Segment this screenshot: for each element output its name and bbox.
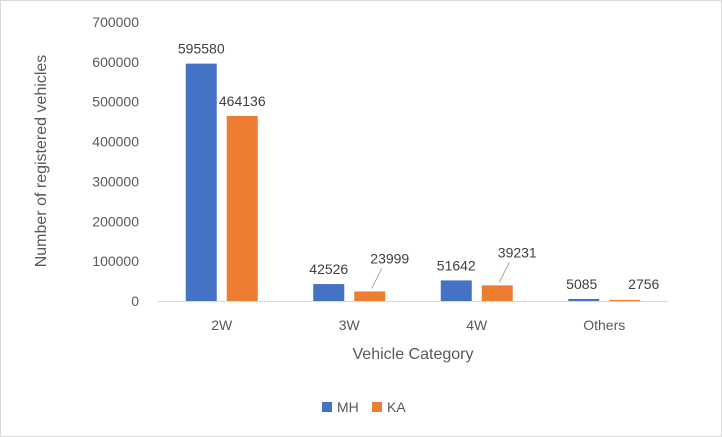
y-tick-label: 300000 — [92, 173, 139, 189]
leader-line — [371, 268, 383, 289]
x-tick-label: Others — [583, 317, 625, 333]
x-tick-label: 4W — [466, 317, 488, 333]
bar-mh-3w — [313, 284, 345, 301]
y-tick-label: 700000 — [92, 14, 139, 30]
y-tick-label: 500000 — [92, 94, 139, 110]
data-label-mh-2w: 595580 — [178, 41, 225, 57]
bar-ka-3w — [354, 291, 386, 301]
bars — [185, 63, 641, 301]
data-label-ka-3w: 23999 — [370, 250, 409, 266]
data-label-mh-4w: 51642 — [437, 257, 476, 273]
bar-ka-others — [609, 299, 641, 301]
y-axis-ticks: 0 100000 200000 300000 400000 500000 600000 700… — [92, 14, 139, 309]
legend-swatch-mh — [322, 402, 332, 412]
y-tick-label: 0 — [131, 293, 139, 309]
data-label-mh-others: 5085 — [566, 276, 597, 292]
x-axis-ticks: 2W 3W 4W Others — [211, 317, 625, 333]
legend-label-mh: MH — [337, 399, 359, 415]
y-axis-title: Number of registered vehicles — [33, 55, 50, 268]
bar-mh-others — [568, 298, 600, 301]
x-tick-label: 3W — [339, 317, 361, 333]
data-label-ka-4w: 39231 — [498, 244, 537, 260]
bar-ka-2w — [226, 116, 258, 301]
y-tick-label: 600000 — [92, 54, 139, 70]
bar-ka-4w — [481, 285, 513, 301]
y-tick-label: 100000 — [92, 253, 139, 269]
leader-line — [498, 262, 510, 283]
legend-label-ka: KA — [387, 399, 406, 415]
data-label-ka-2w: 464136 — [219, 93, 266, 109]
x-axis-title: Vehicle Category — [353, 346, 474, 363]
data-labels: 595580 464136 42526 23999 51642 39231 5085 2756 — [178, 41, 660, 292]
y-tick-label: 400000 — [92, 134, 139, 150]
bar-mh-2w — [185, 63, 217, 301]
y-tick-label: 200000 — [92, 213, 139, 229]
legend: MH KA — [322, 399, 406, 415]
data-label-ka-others: 2756 — [628, 276, 659, 292]
legend-swatch-ka — [372, 402, 382, 412]
data-label-mh-3w: 42526 — [309, 261, 348, 277]
bar-mh-4w — [440, 280, 472, 301]
leader-lines — [371, 262, 510, 289]
x-tick-label: 2W — [211, 317, 233, 333]
